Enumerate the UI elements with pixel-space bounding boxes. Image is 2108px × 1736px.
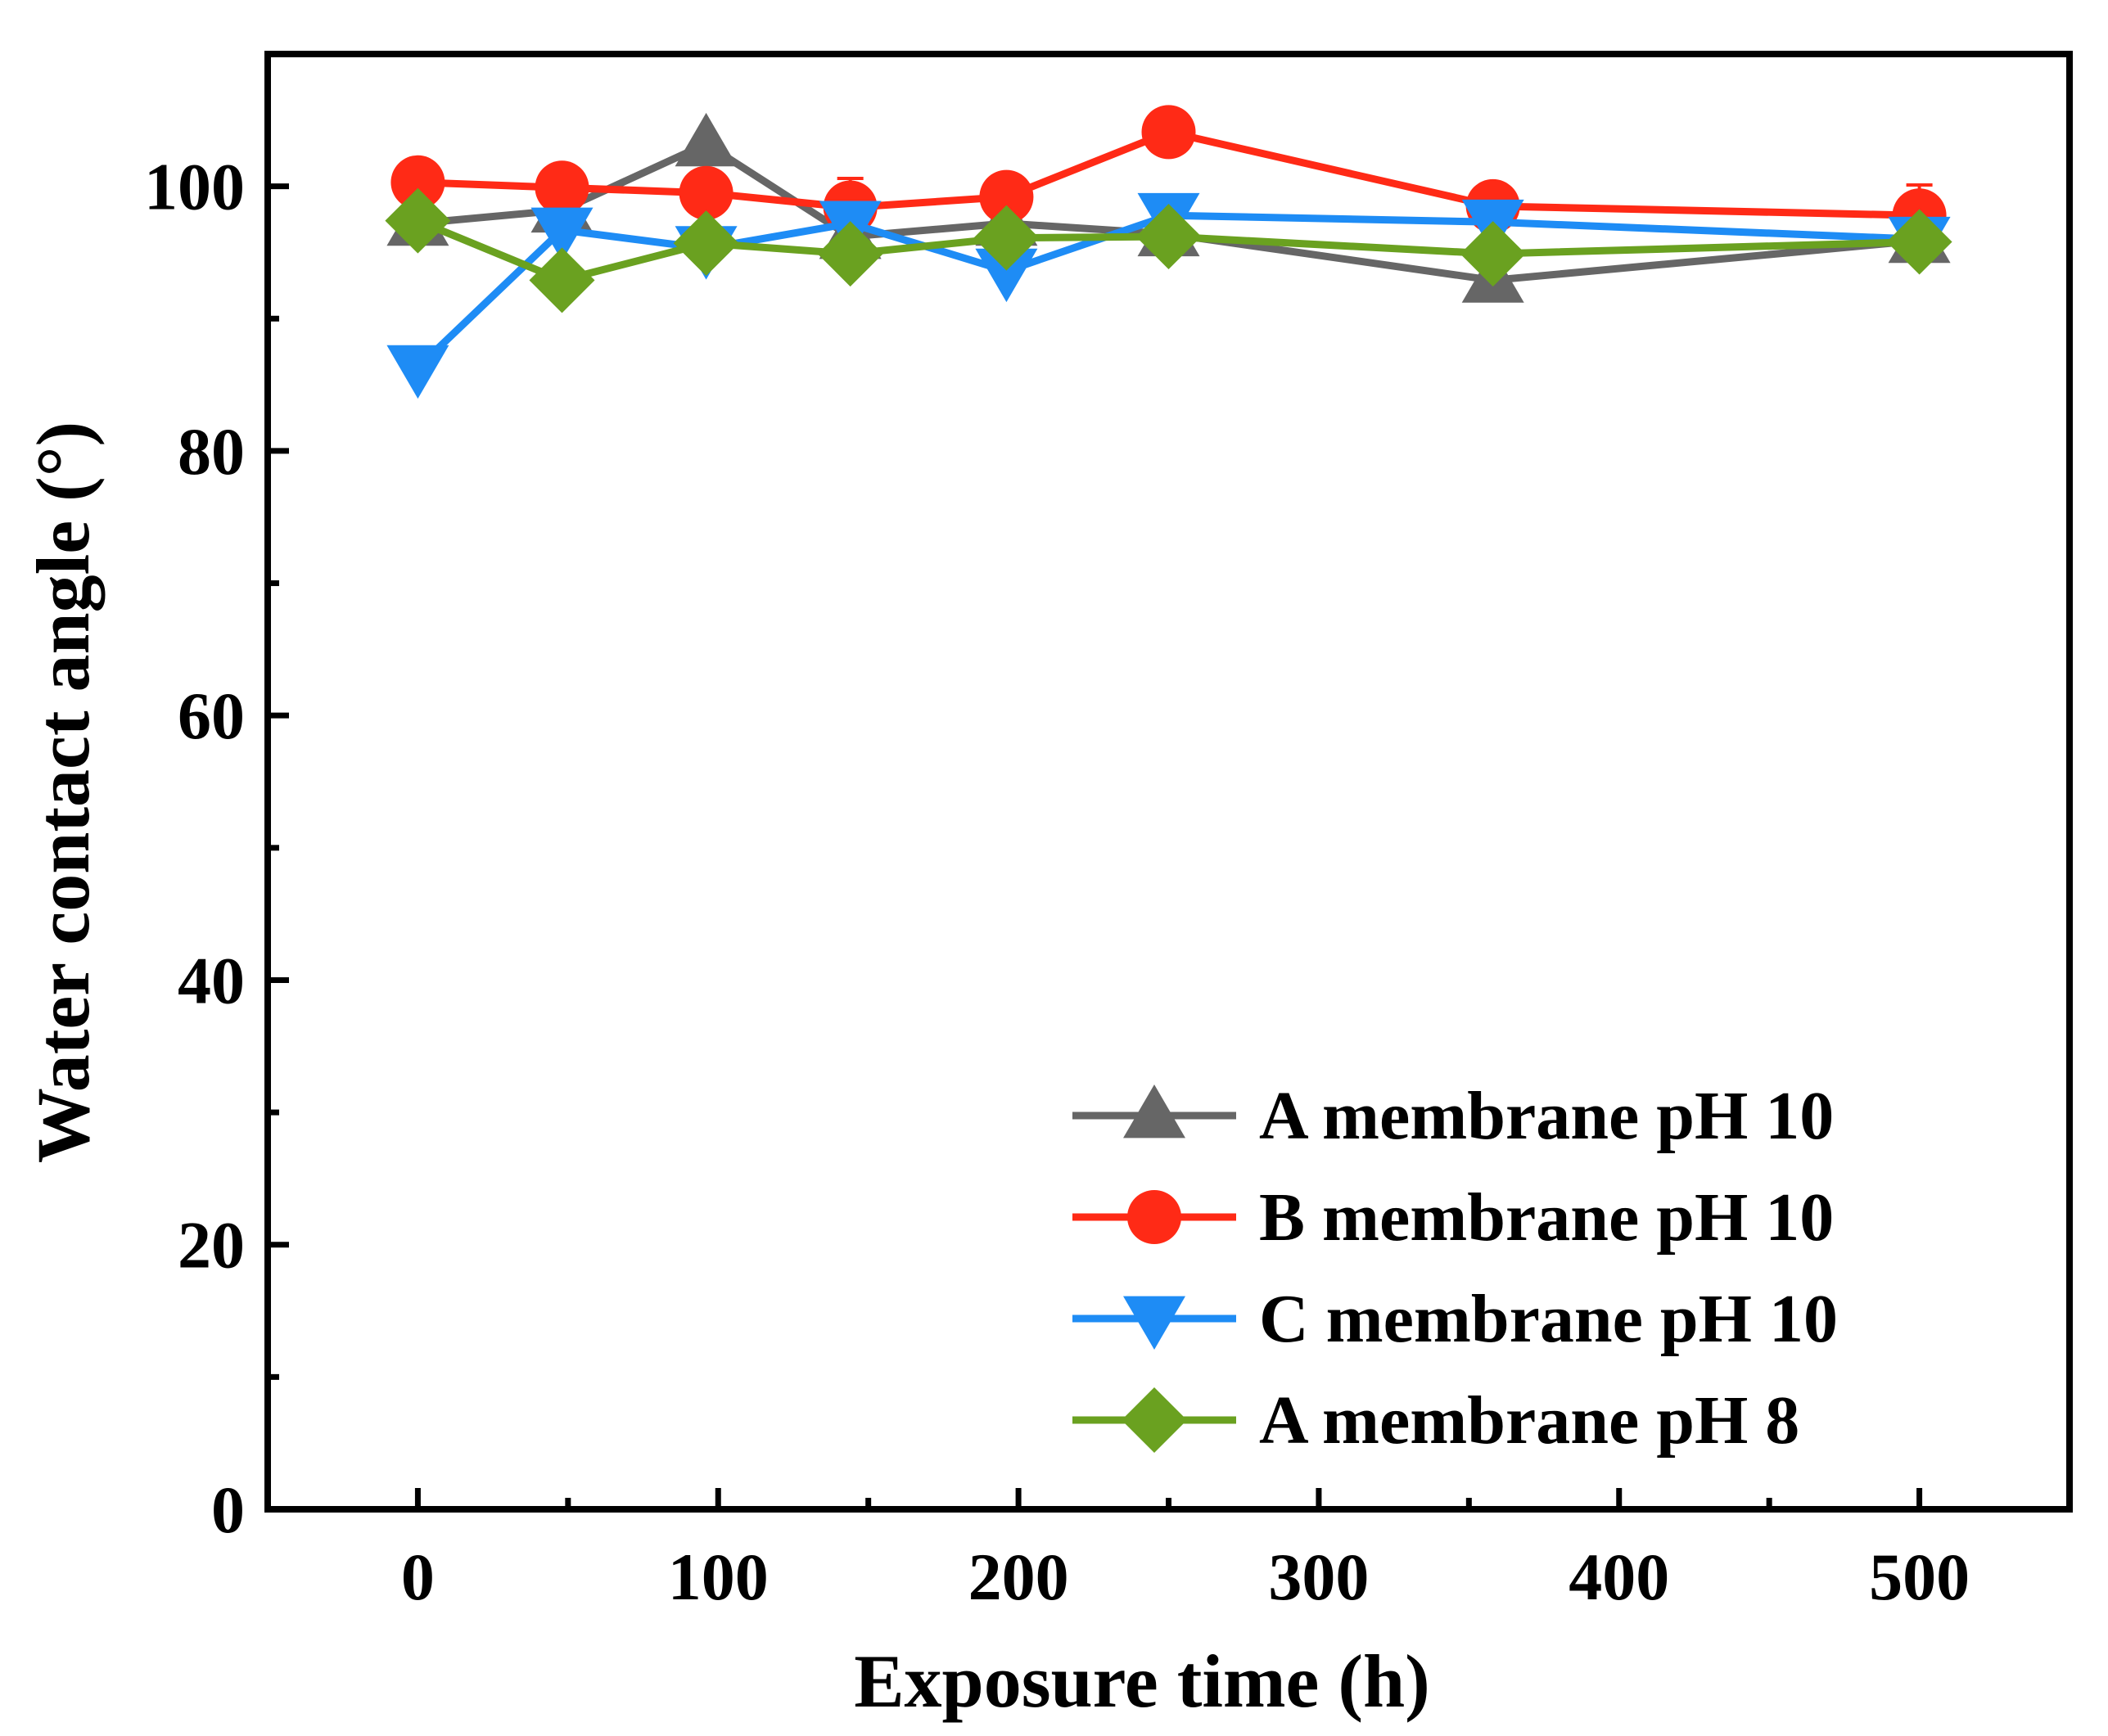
legend-marker	[1123, 1084, 1185, 1139]
x-tick-label: 500	[1869, 1540, 1970, 1614]
x-tick-label: 300	[1268, 1540, 1369, 1614]
y-tick-label: 20	[178, 1208, 245, 1283]
legend-label: A membrane pH 10	[1259, 1078, 1834, 1154]
y-tick-label: 0	[211, 1472, 245, 1547]
legend-item: A membrane pH 10	[1072, 1078, 1834, 1154]
y-tick-label: 100	[144, 150, 245, 224]
legend-label: B membrane pH 10	[1259, 1179, 1834, 1256]
y-tick-label: 80	[178, 414, 245, 489]
data-point	[1135, 204, 1202, 270]
legend-marker	[1127, 1190, 1181, 1244]
y-tick-label: 40	[178, 943, 245, 1017]
data-point	[673, 210, 739, 277]
data-point	[390, 155, 445, 210]
data-point	[979, 169, 1034, 224]
x-tick-label: 200	[968, 1540, 1069, 1614]
data-point	[1886, 209, 1952, 275]
legend-marker	[1123, 1296, 1185, 1350]
data-point	[973, 205, 1040, 271]
legend-label: C membrane pH 10	[1259, 1281, 1838, 1357]
data-point	[530, 207, 594, 261]
data-point	[675, 112, 738, 167]
legend-marker	[1122, 1387, 1187, 1453]
data-point	[679, 165, 734, 220]
legend-item: A membrane pH 8	[1072, 1382, 1799, 1459]
x-tick-label: 0	[401, 1540, 435, 1614]
axes: 0 100 200 300 400 500 0 20 40 60 80 100	[144, 51, 2073, 1614]
series-2	[390, 105, 1947, 243]
data-point	[386, 345, 449, 399]
y-tick-label: 60	[178, 679, 245, 753]
plot-area	[385, 105, 1952, 399]
x-tick-label: 400	[1569, 1540, 1669, 1614]
legend-label: A membrane pH 8	[1259, 1382, 1799, 1459]
data-point	[385, 187, 451, 254]
data-point	[817, 221, 883, 287]
data-point	[1460, 221, 1526, 287]
legend-item: C membrane pH 10	[1072, 1281, 1838, 1357]
series-4	[385, 187, 1952, 313]
x-tick-label: 100	[668, 1540, 769, 1614]
legend: A membrane pH 10 B membrane pH 10 C membra…	[1072, 1078, 1838, 1459]
data-point	[535, 160, 589, 215]
data-point	[1141, 105, 1196, 160]
data-point	[529, 247, 595, 313]
x-axis-label: Exposure time (h)	[854, 1639, 1430, 1723]
legend-item: B membrane pH 10	[1072, 1179, 1834, 1256]
y-axis-label: Water contact angle (°)	[21, 422, 105, 1163]
data-point	[975, 248, 1038, 303]
